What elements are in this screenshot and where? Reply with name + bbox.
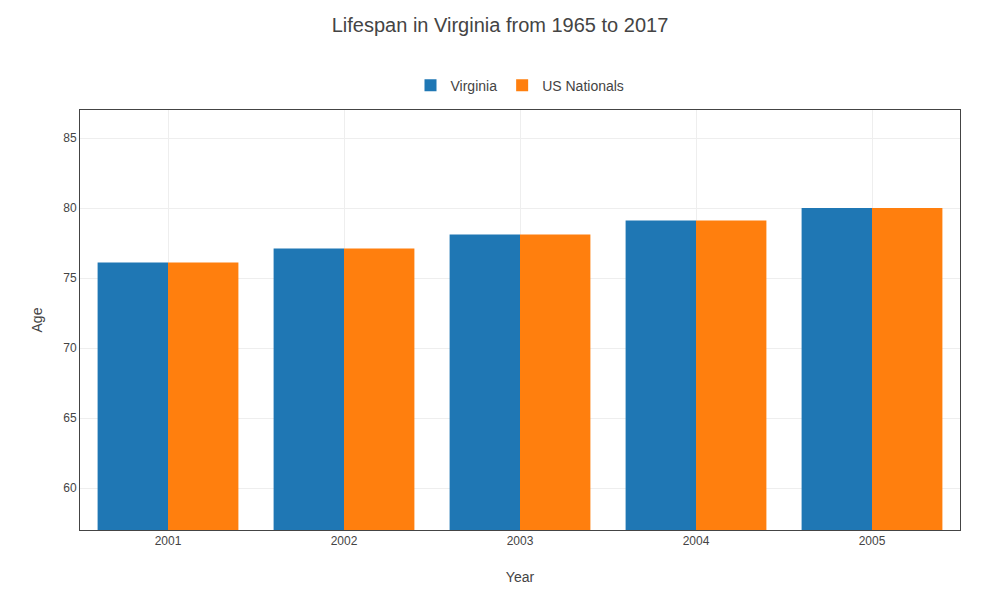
svg-text:Virginia: Virginia — [451, 78, 498, 94]
svg-text:65: 65 — [63, 411, 77, 425]
svg-text:80: 80 — [63, 201, 77, 215]
svg-text:60: 60 — [63, 481, 77, 495]
svg-text:2005: 2005 — [859, 534, 886, 548]
svg-text:Lifespan in Virginia from 1965: Lifespan in Virginia from 1965 to 2017 — [332, 14, 669, 36]
svg-text:Year: Year — [506, 569, 535, 585]
svg-text:2004: 2004 — [683, 534, 710, 548]
svg-text:Age: Age — [29, 307, 45, 332]
svg-text:2003: 2003 — [507, 534, 534, 548]
svg-text:85: 85 — [63, 131, 77, 145]
svg-text:US Nationals: US Nationals — [542, 78, 624, 94]
svg-text:2002: 2002 — [331, 534, 358, 548]
svg-text:2001: 2001 — [155, 534, 182, 548]
svg-text:70: 70 — [63, 341, 77, 355]
svg-text:75: 75 — [63, 271, 77, 285]
